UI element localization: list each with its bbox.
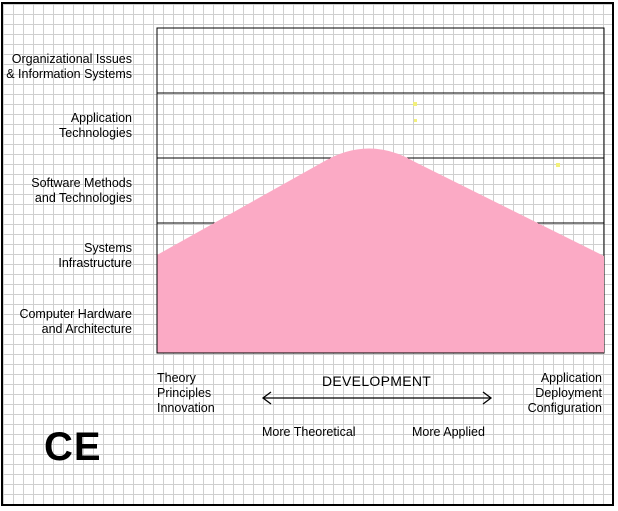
- row-label-line: Application: [70, 111, 132, 125]
- axis-right-line: Configuration: [527, 401, 602, 415]
- row-label-line: and Architecture: [41, 322, 132, 336]
- development-double-arrow: [261, 391, 493, 405]
- discipline-label: CE: [44, 425, 102, 469]
- row-label-application-tech: Application Technologies: [3, 111, 132, 141]
- highlight-dot: [414, 119, 417, 122]
- row-label-line: Organizational Issues: [11, 52, 132, 66]
- row-label-computer-hardware: Computer Hardware and Architecture: [3, 307, 132, 337]
- more-theoretical-label: More Theoretical: [262, 425, 356, 439]
- row-label-line: Technologies: [59, 126, 132, 140]
- axis-theory-label: Theory Principles Innovation: [157, 371, 215, 416]
- axis-left-line: Innovation: [157, 401, 215, 415]
- row-label-line: Computer Hardware: [19, 307, 132, 321]
- diagram-frame: Organizational Issues & Information Syst…: [1, 2, 614, 506]
- more-applied-label: More Applied: [412, 425, 485, 439]
- development-label: DEVELOPMENT: [322, 373, 432, 389]
- row-label-line: Systems: [84, 241, 132, 255]
- axis-application-label: Application Deployment Configuration: [528, 371, 602, 416]
- row-label-line: and Technologies: [34, 191, 132, 205]
- axis-left-line: Theory: [157, 371, 196, 385]
- axis-right-line: Deployment: [535, 386, 602, 400]
- row-label-systems-infrastructure: Systems Infrastructure: [3, 241, 132, 271]
- row-label-software-methods: Software Methods and Technologies: [3, 176, 132, 206]
- row-label-line: & Information Systems: [6, 67, 132, 81]
- row-label-organizational: Organizational Issues & Information Syst…: [3, 52, 132, 82]
- row-label-line: Software Methods: [31, 176, 132, 190]
- axis-right-line: Application: [540, 371, 602, 385]
- diagram-graphic: [156, 27, 605, 405]
- highlight-dot: [413, 102, 417, 106]
- row-label-line: Infrastructure: [58, 256, 132, 270]
- highlight-dot: [556, 163, 560, 167]
- axis-left-line: Principles: [157, 386, 212, 400]
- coverage-region: [157, 148, 604, 353]
